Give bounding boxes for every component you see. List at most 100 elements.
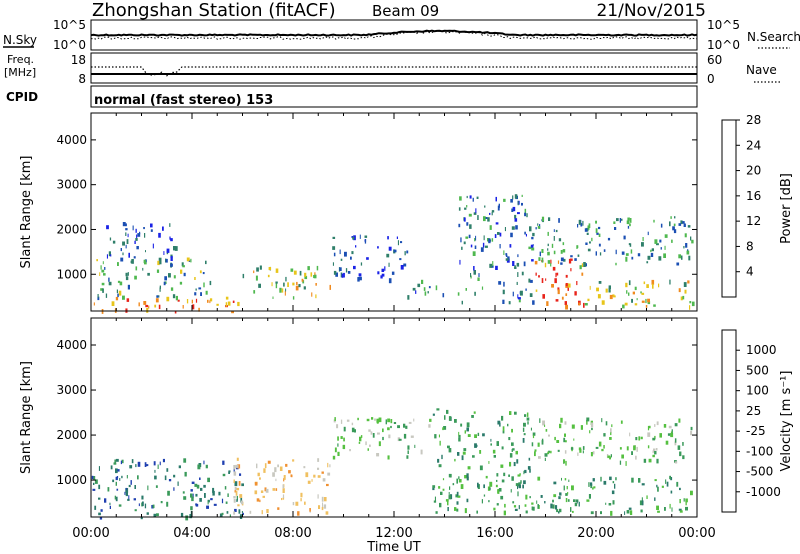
echo-cell — [558, 511, 560, 514]
echo-cell — [403, 423, 406, 428]
echo-cell — [547, 451, 550, 455]
echo-cell — [474, 291, 476, 296]
echo-cell — [102, 288, 104, 293]
echo-cell — [523, 480, 526, 485]
echo-cell — [456, 501, 459, 505]
echo-cell — [491, 238, 494, 242]
echo-cell — [168, 479, 172, 482]
echo-cell — [192, 304, 195, 310]
echo-cell — [292, 296, 295, 300]
echo-cell — [109, 237, 112, 241]
echo-cell — [98, 484, 101, 490]
echo-cell — [466, 195, 468, 199]
echo-cell — [610, 432, 612, 436]
echo-cell — [637, 253, 641, 257]
echo-cell — [629, 243, 632, 247]
echo-cell — [674, 423, 678, 427]
echo-cell — [125, 491, 128, 497]
scatter-region-2 — [332, 417, 432, 460]
echo-cell — [196, 484, 200, 489]
echo-cell — [544, 457, 546, 461]
echo-cell — [516, 459, 519, 464]
echo-cell — [292, 502, 295, 506]
echo-cell — [484, 205, 486, 208]
echo-cell — [682, 455, 685, 460]
echo-cell — [547, 231, 549, 236]
echo-cell — [457, 452, 460, 456]
echo-cell — [685, 243, 688, 248]
echo-cell — [355, 245, 357, 248]
echo-cell — [125, 244, 127, 249]
echo-cell — [500, 464, 504, 468]
colorbar-frame — [721, 329, 737, 513]
echo-cell — [441, 454, 443, 460]
echo-cell — [682, 442, 684, 446]
echo-cell — [652, 450, 654, 454]
echo-cell — [687, 225, 691, 228]
echo-cell — [316, 265, 319, 271]
echo-cell — [393, 249, 397, 253]
echo-cell — [147, 485, 149, 491]
echo-cell — [514, 194, 518, 199]
echo-cell — [144, 233, 146, 238]
echo-cell — [387, 236, 389, 240]
echo-cell — [318, 505, 321, 509]
echo-cell — [466, 422, 470, 428]
echo-cell — [474, 443, 477, 448]
echo-cell — [529, 293, 533, 297]
echo-cell — [541, 438, 544, 443]
echo-cell — [295, 501, 299, 506]
echo-cell — [499, 422, 501, 427]
echo-cell — [166, 501, 169, 507]
echo-cell — [541, 216, 545, 222]
echo-cell — [342, 444, 345, 449]
echo-cell — [560, 262, 563, 265]
echo-cell — [166, 248, 170, 253]
echo-cell — [115, 476, 118, 481]
echo-cell — [596, 232, 599, 235]
echo-cell — [381, 273, 385, 277]
echo-cell — [281, 498, 283, 501]
echo-cell — [651, 248, 654, 252]
echo-cell — [106, 225, 109, 230]
echo-cell — [496, 473, 499, 477]
echo-cell — [550, 263, 552, 267]
echo-cell — [145, 250, 146, 253]
echo-cell — [514, 411, 517, 415]
echo-cell — [514, 214, 517, 219]
echo-cell — [530, 279, 533, 283]
echo-cell — [671, 507, 673, 512]
echo-cell — [227, 301, 231, 306]
echo-cell — [676, 262, 680, 266]
echo-cell — [541, 257, 544, 263]
echo-cell — [557, 260, 560, 264]
y-tick-label: 2000 — [56, 428, 87, 442]
echo-cell — [436, 408, 440, 411]
echo-cell — [663, 424, 667, 428]
echo-cell — [615, 477, 617, 481]
echo-cell — [661, 485, 664, 488]
echo-cell — [340, 258, 343, 261]
echo-cell — [531, 502, 534, 505]
echo-cell — [667, 433, 671, 436]
echo-cell — [459, 259, 461, 265]
echo-cell — [504, 503, 506, 508]
echo-cell — [352, 236, 355, 240]
echo-cell — [490, 443, 492, 446]
echo-cell — [669, 503, 671, 509]
echo-cell — [197, 464, 201, 470]
echo-cell — [317, 494, 319, 499]
echo-cell — [262, 495, 265, 498]
echo-cell — [382, 428, 384, 433]
echo-cell — [329, 464, 331, 468]
echo-cell — [648, 458, 652, 463]
echo-cell — [514, 265, 516, 268]
echo-cell — [683, 223, 686, 227]
echo-cell — [510, 232, 513, 238]
echo-cell — [663, 253, 666, 258]
echo-cell — [650, 252, 654, 257]
echo-cell — [117, 280, 121, 283]
echo-cell — [593, 486, 596, 489]
echo-cell — [227, 493, 229, 497]
echo-cell — [137, 233, 141, 237]
